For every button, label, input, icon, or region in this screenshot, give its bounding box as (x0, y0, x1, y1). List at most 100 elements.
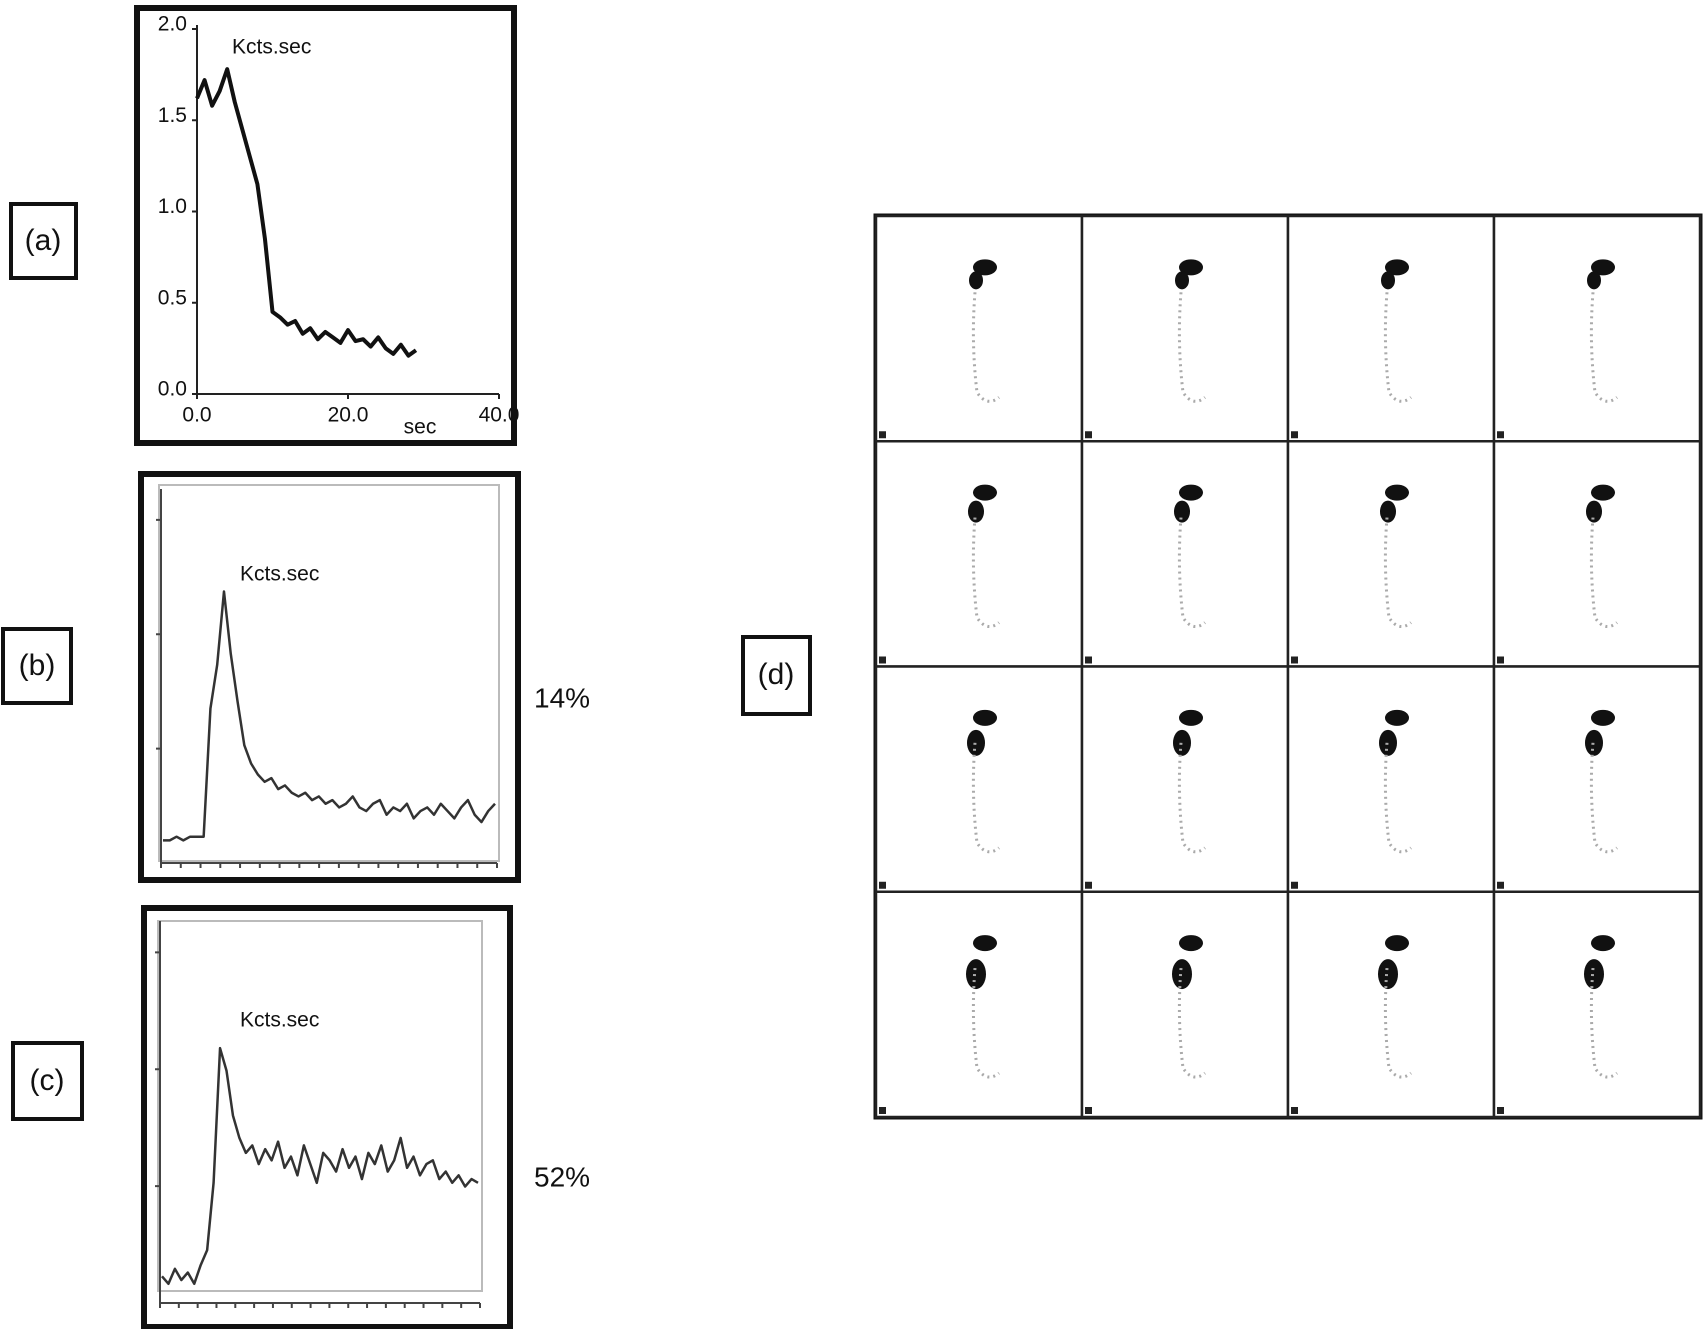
cell-marker (1085, 1107, 1092, 1114)
tracer-trail (1383, 742, 1412, 854)
tracer-trail (1383, 517, 1412, 629)
panel-label: (d) (758, 658, 795, 691)
tracer-trail (1177, 742, 1206, 854)
tracer-blob (1591, 259, 1615, 276)
image-cell (1286, 214, 1496, 443)
cell-marker (1291, 656, 1298, 664)
label-box (1, 627, 73, 705)
tracer-trail (1177, 517, 1206, 629)
inner-frame (158, 484, 500, 862)
tracer-blob (1380, 500, 1396, 523)
tracer-blob (1175, 271, 1189, 290)
image-cell (1080, 440, 1290, 668)
cell-marker (1085, 881, 1092, 889)
tracer-blob (1584, 959, 1604, 990)
y-tick-label: 1.0 (158, 195, 187, 218)
cell-marker (1085, 656, 1092, 664)
image-cell (1492, 890, 1702, 1119)
tracer-blob (1378, 959, 1398, 990)
image-cell (1492, 214, 1702, 443)
cell-marker (1497, 431, 1504, 439)
y-tick-label: 1.5 (158, 104, 187, 127)
image-cell (874, 890, 1084, 1119)
cell-marker (879, 1107, 886, 1114)
chart-title: Kcts.sec (240, 1009, 319, 1032)
tracer-blob (967, 729, 985, 756)
tracer-blob (1179, 484, 1203, 501)
label-box (741, 635, 812, 716)
tracer-blob (1172, 959, 1192, 990)
data-line (163, 590, 496, 842)
tracer-blob (1179, 709, 1203, 726)
tracer-trail (1177, 292, 1206, 403)
tracer-trail (1589, 292, 1618, 403)
x-axis-label: sec (404, 416, 437, 439)
cell-marker (1291, 1107, 1298, 1114)
cell-marker (1497, 656, 1504, 664)
tracer-blob (969, 271, 983, 290)
tracer-blob (1587, 271, 1601, 290)
tracer-trail (971, 517, 1000, 629)
tracer-blob (1591, 484, 1615, 501)
tracer-trail (1589, 967, 1618, 1079)
tracer-blob (1586, 500, 1602, 523)
image-cell (1492, 665, 1702, 893)
cell-marker (879, 656, 886, 664)
tracer-blob (1174, 500, 1190, 523)
label-box (9, 202, 78, 280)
tracer-trail (971, 967, 1000, 1079)
image-grid (874, 214, 1702, 1119)
image-cell (1080, 665, 1290, 893)
tracer-blob (973, 935, 997, 952)
image-cell (1080, 214, 1290, 443)
panel-label: (c) (30, 1064, 65, 1097)
cell-marker (879, 431, 886, 439)
annotation: 52% (534, 1161, 590, 1192)
tracer-blob (968, 500, 984, 523)
x-tick-label: 0.0 (182, 404, 211, 427)
tracer-trail (1177, 967, 1206, 1079)
cell-marker (1291, 881, 1298, 889)
image-cell (1286, 440, 1496, 668)
tracer-blob (1385, 259, 1409, 276)
tracer-blob (1591, 709, 1615, 726)
panel-label: (a) (25, 224, 62, 257)
tracer-blob (1385, 709, 1409, 726)
tracer-blob (1179, 935, 1203, 952)
image-cell (874, 665, 1084, 893)
tracer-trail (1589, 517, 1618, 629)
x-tick-label: 40.0 (479, 404, 520, 427)
chart-title: Kcts.sec (240, 563, 319, 586)
chart-title: Kcts.sec (232, 36, 311, 59)
tracer-blob (1385, 935, 1409, 952)
tracer-blob (1591, 935, 1615, 952)
tracer-blob (1179, 259, 1203, 276)
cell-marker (1497, 1107, 1504, 1114)
tracer-trail (971, 292, 1000, 403)
tracer-blob (966, 959, 986, 990)
inner-frame (157, 920, 483, 1292)
y-tick-label: 0.5 (158, 286, 187, 309)
cell-marker (1085, 431, 1092, 439)
tracer-trail (1383, 292, 1412, 403)
tracer-blob (1173, 729, 1191, 756)
tracer-blob (973, 709, 997, 726)
image-cell (1492, 440, 1702, 668)
annotation: 14% (534, 682, 590, 713)
cell-marker (879, 881, 886, 889)
tracer-blob (1385, 484, 1409, 501)
tracer-blob (1585, 729, 1603, 756)
tracer-trail (1383, 967, 1412, 1079)
tracer-trail (971, 742, 1000, 854)
y-tick-label: 0.0 (158, 378, 187, 401)
cell-marker (1291, 431, 1298, 439)
tracer-blob (1381, 271, 1395, 290)
image-cell (1080, 890, 1290, 1119)
panel-frame (138, 471, 521, 883)
tracer-blob (973, 484, 997, 501)
data-line (195, 67, 418, 358)
cell-marker (1497, 881, 1504, 889)
panel-frame (134, 5, 517, 446)
panel-frame (141, 905, 513, 1329)
